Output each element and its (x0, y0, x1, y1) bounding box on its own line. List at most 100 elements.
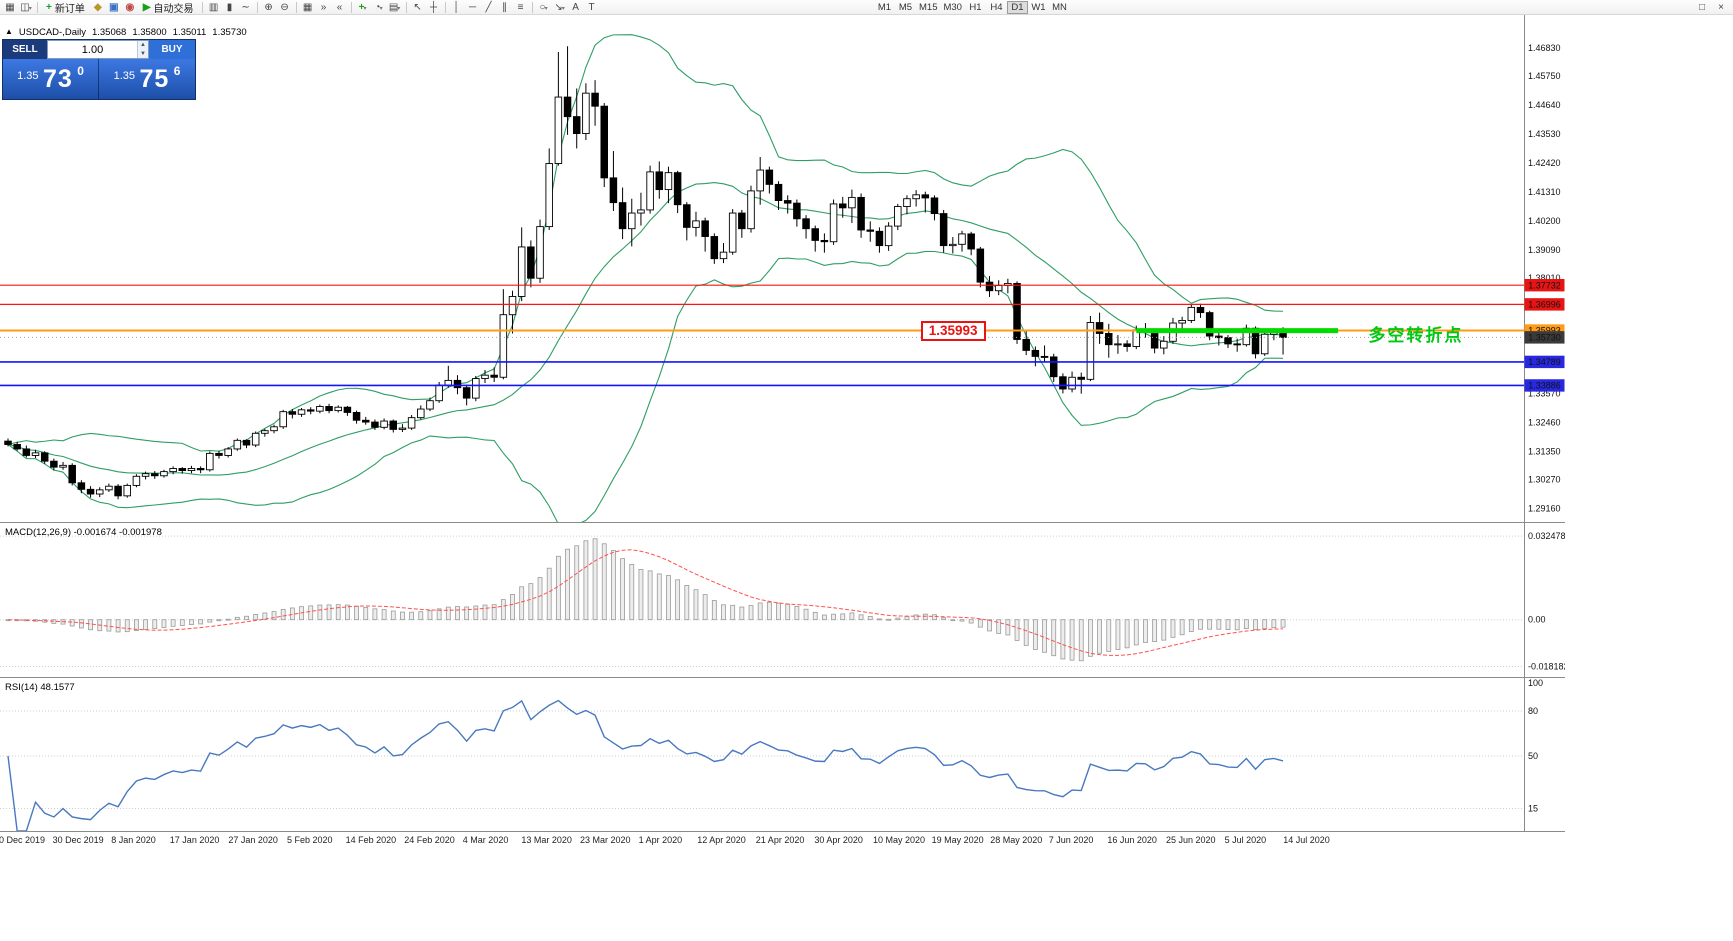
chart-shift-icon[interactable]: « (332, 1, 348, 14)
timeframe-button-w1[interactable]: W1 (1031, 2, 1046, 13)
price-axis-label: 1.46830 (1528, 43, 1561, 53)
shapes-icon[interactable]: ○▾ (536, 1, 552, 14)
timeframe-button-mn[interactable]: MN (1052, 2, 1067, 13)
timeframe-button-m30[interactable]: M30 (943, 2, 962, 13)
auto-scroll-icon[interactable]: » (316, 1, 332, 14)
profiles-icon[interactable]: ◫▾ (18, 1, 34, 14)
macd-axis[interactable]: 0.032478 0.00 -0.018182 (0, 523, 1565, 678)
candlestick-chart-icon[interactable]: ▮ (222, 1, 238, 14)
crosshair-icon[interactable]: ┼ (426, 1, 442, 14)
fibonacci-icon[interactable]: ≡ (513, 1, 529, 14)
vertical-line-icon[interactable]: │ (449, 1, 465, 14)
metaeditor-icon[interactable]: ◆ (90, 1, 106, 14)
dropdown-caret-icon[interactable]: ▾ (379, 5, 383, 12)
dropdown-caret-icon[interactable]: ▾ (544, 5, 548, 12)
vertical-line-icon: │ (453, 1, 460, 13)
text-icon[interactable]: A (568, 1, 584, 14)
horizontal-line-icon[interactable]: ─ (465, 1, 481, 14)
close-value: 1.35730 (212, 27, 247, 38)
equidistant-channel-icon[interactable]: ∥ (497, 1, 513, 14)
toolbar: ▦ ◫▾ + 新订单 ◆ ▣ ◉ ▶ 自动交易 ▥ ▮ ∼ ⊕ ⊖ ▦» «+▾ ◔▾ ▤▾ ↖ ┼ │ ─ ╱ ∥ ≡ ○▾ ↘▾… (0, 0, 1733, 15)
equidistant-channel-icon: ∥ (502, 1, 508, 13)
toolbar-separator (295, 1, 297, 13)
price-badge-text: 1.33886 (1528, 381, 1561, 391)
rsi-panel[interactable]: 100 80 50 15 (0, 678, 1565, 831)
collapse-chart-icon[interactable]: ▲ (5, 27, 13, 36)
timeframe-button-m1[interactable]: M1 (877, 2, 892, 13)
indicators-icon[interactable]: +▾ (355, 1, 371, 14)
date-axis-label: 16 Jun 2020 (1107, 835, 1157, 845)
new-chart-icon[interactable]: ▦ (2, 1, 18, 14)
rsi-axis[interactable]: 100 80 50 15 (1524, 678, 1544, 831)
price-axis-label: 1.43530 (1528, 129, 1561, 139)
price-chart[interactable]: 1.46830 1.45750 1.44640 1.43530 1.42420 1.413… (0, 15, 1565, 523)
market-icon[interactable]: ▣ (106, 1, 122, 14)
signals-icon[interactable]: ◉ (122, 1, 138, 14)
buy-price[interactable]: 1.35 75 6 (99, 59, 195, 99)
line-chart-icon[interactable]: ∼ (238, 1, 254, 14)
sell-price-small: 1.35 (17, 70, 39, 82)
auto-trading-button[interactable]: ▶ 自动交易 (138, 1, 199, 15)
date-axis-label: 30 Dec 2019 (52, 835, 104, 845)
buy-button[interactable]: BUY (149, 40, 195, 59)
symbol-period-label: USDCAD-,Daily (18, 27, 86, 38)
rsi-level-lines (0, 710, 1524, 809)
sell-price[interactable]: 1.35 73 0 (3, 59, 99, 99)
macd-indicator-label: MACD(12,26,9) -0.001674 -0.001978 (5, 527, 162, 538)
toolbar-separator (256, 1, 258, 13)
new-order-button[interactable]: + 新订单 (41, 1, 90, 15)
price-axis[interactable]: 1.46830 1.45750 1.44640 1.43530 1.42420 1.413… (0, 15, 1565, 523)
bar-chart-icon[interactable]: ▥ (206, 1, 222, 14)
auto-trading-button: ▶ (142, 1, 151, 13)
rsi-indicator-label: RSI(14) 48.1577 (5, 682, 75, 693)
time-axis[interactable]: 20 Dec 2019 30 Dec 2019 8 Jan 2020 17 Jan 2… (0, 831, 1565, 849)
volume-input[interactable] (48, 41, 137, 58)
timeframe-button-m15[interactable]: M15 (919, 2, 938, 13)
trade-panel-prices: 1.35 73 0 1.35 75 6 (3, 59, 195, 99)
date-axis-label: 30 Apr 2020 (814, 835, 863, 845)
sell-price-sup: 0 (77, 64, 84, 78)
periods-icon[interactable]: ◔▾ (371, 1, 387, 14)
periods-icon: ◔ (374, 1, 381, 13)
arrows-icon[interactable]: ↘▾ (552, 1, 568, 14)
timeframe-button-d1[interactable]: D1 (1006, 1, 1028, 14)
toolbar-separator (444, 1, 446, 13)
templates-icon[interactable]: ▤▾ (387, 1, 403, 14)
dropdown-caret-icon[interactable]: ▾ (561, 5, 565, 12)
tile-windows-icon[interactable]: ▦ (300, 1, 316, 14)
arrows-icon: ↘ (554, 1, 563, 13)
sell-button[interactable]: SELL (3, 40, 47, 59)
timeframe-button-h4[interactable]: H4 (990, 2, 1003, 13)
chart-close-icon[interactable]: × (1718, 2, 1724, 13)
date-axis-label: 10 May 2020 (873, 835, 926, 845)
price-badge (1524, 298, 1565, 311)
chart-restore-icon[interactable]: □ (1698, 2, 1706, 13)
low-value: 1.35011 (172, 27, 207, 38)
volume-up-icon[interactable]: ▲ (138, 41, 148, 50)
date-axis-label: 20 Dec 2019 (0, 835, 46, 845)
timeframe-button-m5[interactable]: M5 (898, 2, 913, 13)
bar-chart-icon: ▥ (208, 1, 219, 13)
price-annotation-label[interactable]: 1.35993 (920, 320, 986, 341)
macd-signal-line (7, 549, 1284, 656)
buy-price-big: 75 (139, 65, 170, 93)
date-axis-label: 21 Apr 2020 (755, 835, 805, 845)
dropdown-caret-icon[interactable]: ▾ (28, 5, 32, 12)
trendline-icon[interactable]: ╱ (481, 1, 497, 14)
zoom-out-icon[interactable]: ⊖ (277, 1, 293, 14)
zoom-in-icon[interactable]: ⊕ (261, 1, 277, 14)
price-axis-label: 1.31350 (1528, 447, 1561, 457)
text-label-icon[interactable]: T (584, 1, 600, 14)
dropdown-caret-icon[interactable]: ▾ (397, 5, 401, 12)
volume-down-icon[interactable]: ▼ (138, 49, 148, 58)
macd-panel[interactable]: 0.032478 0.00 -0.018182 (0, 523, 1565, 678)
crosshair-icon: ┼ (430, 1, 438, 13)
cursor-icon[interactable]: ↖ (410, 1, 426, 14)
price-badge (1524, 331, 1565, 344)
fibonacci-icon: ≡ (517, 1, 524, 13)
timeframe-button-h1[interactable]: H1 (969, 2, 982, 13)
market-icon: ▣ (109, 1, 119, 13)
dropdown-caret-icon[interactable]: ▾ (363, 5, 367, 12)
price-badge-text: 1.37732 (1528, 280, 1561, 290)
text-icon: A (572, 1, 579, 13)
